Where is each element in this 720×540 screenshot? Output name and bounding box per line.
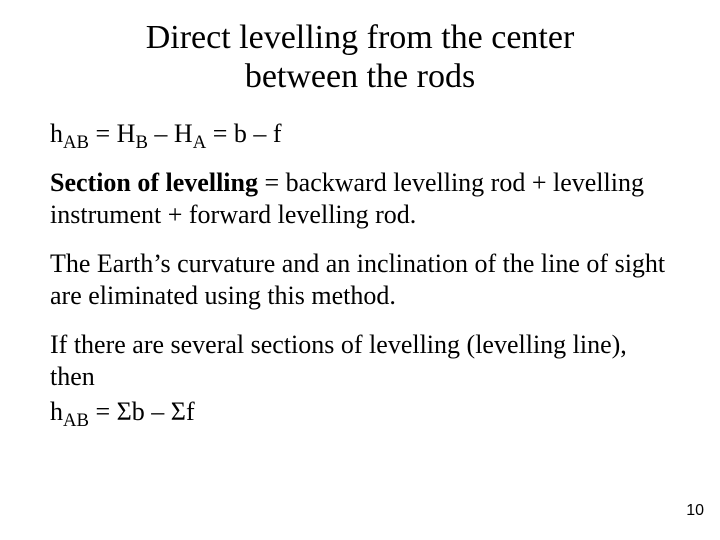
section-lead: Section of levelling [50, 168, 258, 197]
slide: Direct levelling from the center between… [0, 0, 720, 540]
slide-title: Direct levelling from the center between… [50, 18, 670, 96]
eq2-b: b – [132, 397, 171, 426]
eq1-minus: – H [148, 119, 193, 148]
curvature-note: The Earth’s curvature and an inclination… [50, 248, 670, 313]
title-line-2: between the rods [245, 58, 475, 95]
eq2-sub-ab: AB [63, 410, 89, 431]
section-definition: Section of levelling = backward levellin… [50, 167, 670, 232]
page-number: 10 [686, 502, 704, 520]
eq2-f: f [186, 397, 195, 426]
title-line-1: Direct levelling from the center [146, 19, 575, 56]
eq1-sub-ab: AB [63, 132, 89, 153]
eq2-eq: = [89, 397, 117, 426]
eq1-eq: = H [89, 119, 135, 148]
eq1-sub-a: A [193, 132, 207, 153]
eq1-sub-b: B [135, 132, 147, 153]
several-sections-note: If there are several sections of levelli… [50, 329, 670, 394]
eq1-tail: = b – f [206, 119, 281, 148]
eq2-h: h [50, 397, 63, 426]
equation-sum: hAB = Σb – Σf [50, 396, 670, 429]
eq1-h: h [50, 119, 63, 148]
sigma-icon: Σ [117, 397, 132, 426]
equation-hab: hAB = HB – HA = b – f [50, 118, 670, 151]
sigma-icon-2: Σ [171, 397, 186, 426]
